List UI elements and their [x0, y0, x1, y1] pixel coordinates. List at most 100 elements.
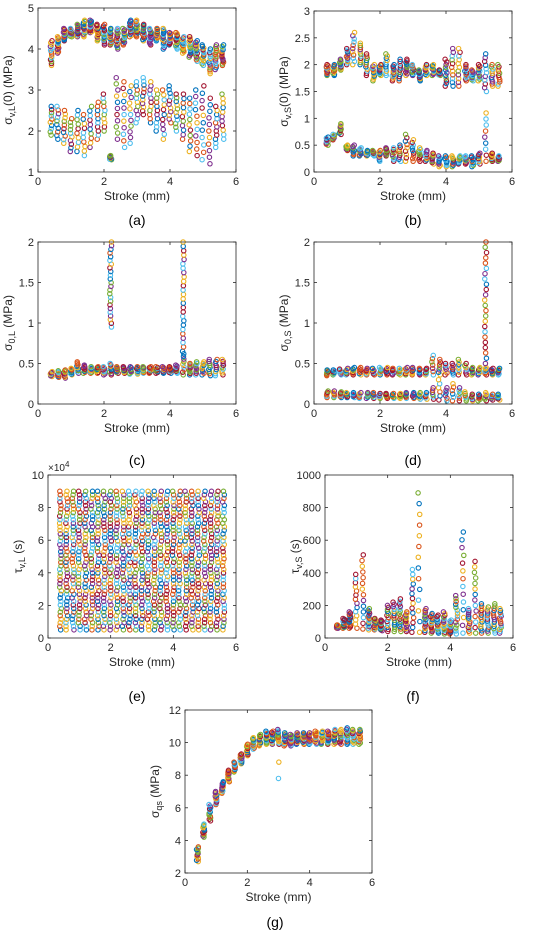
- data-point: [58, 563, 64, 569]
- x-tick-label: 2: [101, 176, 107, 188]
- data-point: [58, 616, 64, 622]
- data-point: [89, 602, 96, 608]
- data-point: [349, 49, 356, 55]
- data-point: [206, 356, 213, 363]
- data-point: [139, 524, 145, 530]
- data-point: [146, 627, 152, 633]
- data-point: [450, 49, 457, 56]
- data-point: [139, 513, 145, 519]
- data-point: [189, 559, 195, 566]
- data-point: [189, 591, 196, 598]
- data-point: [107, 499, 114, 505]
- data-point: [133, 616, 140, 622]
- data-point: [69, 619, 76, 626]
- data-point: [132, 527, 139, 534]
- data-point: [158, 538, 165, 544]
- data-point: [416, 522, 423, 528]
- data-point: [126, 531, 132, 537]
- data-point: [383, 51, 389, 57]
- data-point: [63, 580, 69, 587]
- data-point: [57, 516, 63, 523]
- data-point: [357, 40, 364, 46]
- data-point: [139, 506, 145, 512]
- data-point: [397, 603, 404, 610]
- y-axis-label: σ0,S (MPa): [277, 295, 293, 352]
- data-point: [145, 556, 152, 562]
- data-point: [113, 534, 119, 541]
- data-point: [482, 51, 489, 57]
- data-point: [68, 115, 75, 122]
- data-point: [345, 365, 351, 372]
- data-point: [70, 552, 76, 558]
- data-point: [170, 566, 177, 573]
- data-point: [214, 580, 221, 587]
- data-point: [195, 595, 201, 601]
- data-point: [107, 627, 113, 633]
- data-point: [126, 502, 133, 509]
- data-point: [183, 588, 190, 594]
- data-point: [195, 577, 201, 583]
- data-point: [460, 630, 466, 636]
- data-point: [193, 359, 200, 365]
- x-axis-label: Stroke (mm): [386, 655, 452, 669]
- data-point: [483, 281, 490, 288]
- data-point: [183, 495, 190, 502]
- data-point: [160, 364, 167, 371]
- data-point: [179, 50, 186, 56]
- data-point: [350, 143, 356, 150]
- data-point: [165, 609, 171, 615]
- data-point: [202, 591, 208, 598]
- data-point: [163, 584, 170, 590]
- data-point: [139, 495, 145, 502]
- data-point: [416, 145, 423, 151]
- data-point: [443, 387, 449, 394]
- data-point: [396, 365, 403, 372]
- data-point: [163, 534, 170, 541]
- data-point: [351, 29, 358, 36]
- data-point: [416, 586, 423, 593]
- data-point: [76, 591, 83, 598]
- data-point: [188, 556, 195, 562]
- data-point: [181, 33, 187, 40]
- data-point: [108, 506, 114, 512]
- data-point: [148, 34, 154, 41]
- data-point: [164, 502, 170, 509]
- y-tick-label: 0.5: [295, 140, 310, 152]
- data-point: [489, 391, 496, 398]
- x-tick-label: 2: [108, 642, 114, 654]
- data-point: [145, 524, 151, 530]
- data-point: [161, 131, 168, 138]
- data-point: [207, 538, 214, 544]
- data-point: [114, 602, 121, 608]
- y-tick-label: 10: [169, 738, 181, 750]
- data-point: [404, 135, 410, 141]
- data-point: [189, 619, 195, 626]
- panel-label-a: (a): [128, 212, 146, 228]
- data-point: [175, 506, 182, 512]
- data-point: [158, 534, 165, 541]
- data-point: [151, 573, 158, 580]
- data-point: [138, 563, 145, 569]
- data-point: [88, 616, 94, 622]
- data-point: [140, 612, 146, 619]
- data-point: [430, 150, 436, 156]
- data-point: [170, 623, 176, 630]
- data-point: [164, 577, 170, 583]
- data-point: [188, 524, 195, 530]
- y-tick-label: 1.5: [19, 278, 34, 290]
- data-point: [132, 524, 139, 530]
- data-point: [416, 500, 422, 507]
- data-point: [175, 591, 182, 598]
- data-point: [83, 513, 90, 519]
- data-point: [338, 726, 344, 733]
- data-point: [115, 87, 121, 93]
- data-point: [114, 495, 121, 502]
- data-point: [151, 580, 157, 587]
- data-point: [350, 52, 357, 58]
- data-point: [483, 116, 489, 122]
- data-point: [158, 488, 165, 495]
- data-point: [164, 566, 170, 573]
- data-point: [482, 54, 488, 61]
- data-point: [189, 531, 195, 537]
- data-point: [126, 513, 133, 519]
